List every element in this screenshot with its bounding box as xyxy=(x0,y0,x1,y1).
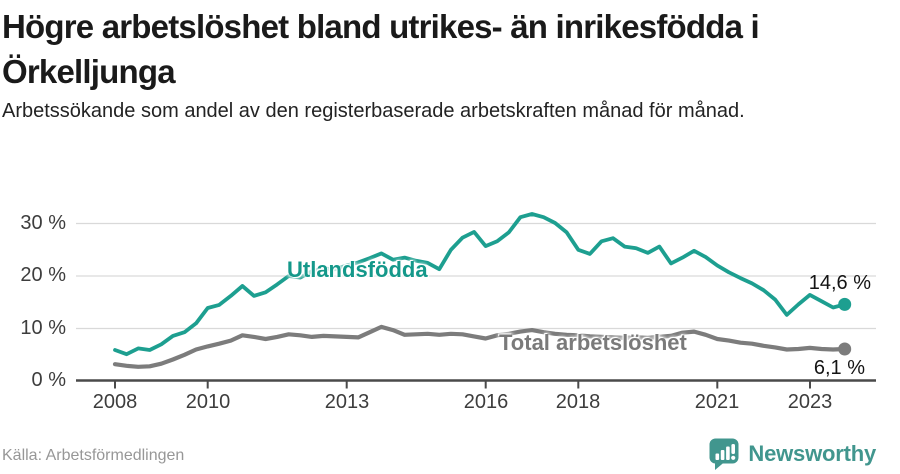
end-value-total: 6,1 % xyxy=(813,357,865,379)
y-tick-label-10: 10 % xyxy=(20,317,66,339)
source-note: Källa: Arbetsförmedlingen xyxy=(2,447,185,464)
series-label-utlandsfodda: Utlandsfödda xyxy=(287,257,428,282)
x-tick-label-2010: 2010 xyxy=(185,391,231,413)
logo-bar-1 xyxy=(715,453,720,460)
x-tick-label-2008: 2008 xyxy=(92,391,138,413)
newsworthy-logo-text: Newsworthy xyxy=(748,441,876,466)
title-line-2: Örkelljunga xyxy=(2,53,176,90)
end-value-utlandsfodda: 14,6 % xyxy=(808,272,871,294)
x-tick-label-2021: 2021 xyxy=(694,391,740,413)
y-tick-label-0: 0 % xyxy=(31,369,66,391)
x-tick-label-2013: 2013 xyxy=(324,391,370,413)
gridlines xyxy=(76,222,876,330)
y-tick-label-20: 20 % xyxy=(20,264,66,286)
x-axis-ticks xyxy=(114,380,811,389)
series-label-total-arbetsloshet: Total arbetslöshet xyxy=(499,330,687,355)
x-tick-label-2023: 2023 xyxy=(787,391,833,413)
line-total-arbetsloshet xyxy=(112,324,847,369)
end-dot-total xyxy=(838,342,852,356)
x-tick-label-2016: 2016 xyxy=(463,391,509,413)
line-utlandsfodda xyxy=(113,212,847,357)
end-dot-utlandsfodda xyxy=(838,297,852,311)
title-line-1: Högre arbetslöshet bland utrikes- än inr… xyxy=(2,8,760,45)
logo-bar-3 xyxy=(726,446,731,460)
page-title: Högre arbetslöshet bland utrikes- än inr… xyxy=(2,4,896,94)
newsworthy-logo: Newsworthy xyxy=(708,438,876,470)
logo-exclamation-dot xyxy=(731,455,736,460)
logo-bar-2 xyxy=(721,450,725,460)
x-tick-label-2018: 2018 xyxy=(555,391,601,413)
y-tick-label-30: 30 % xyxy=(20,212,66,234)
newsworthy-logo-icon xyxy=(709,438,739,470)
logo-exclamation-bar xyxy=(731,444,736,454)
chart-subtitle: Arbetssökande som andel av den registerb… xyxy=(2,100,745,122)
